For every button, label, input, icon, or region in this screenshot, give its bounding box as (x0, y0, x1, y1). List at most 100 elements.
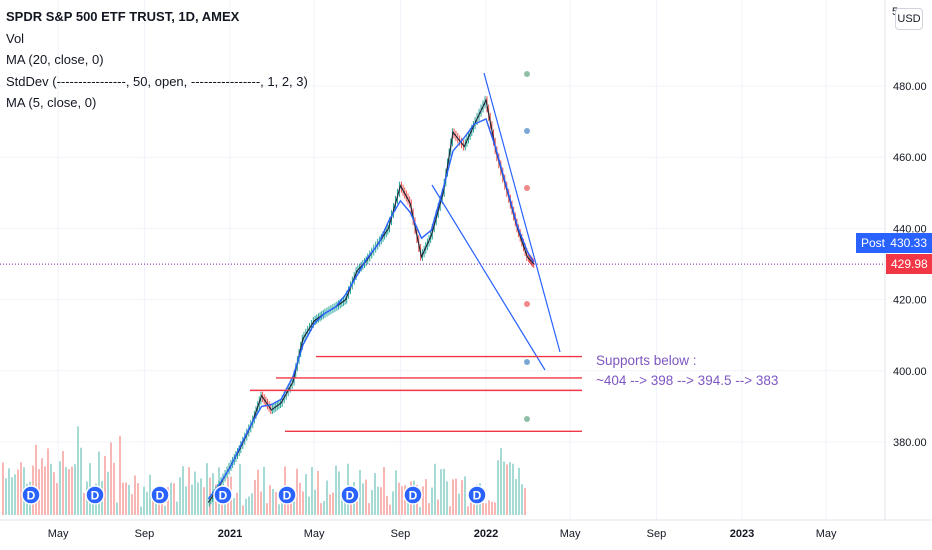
volume-bar (248, 496, 250, 515)
volume-bar (200, 478, 202, 515)
volume-bar (140, 506, 142, 515)
dividend-marker-label: D (27, 489, 36, 503)
volume-bar (59, 461, 61, 515)
volume-bar (158, 503, 160, 515)
volume-bar (443, 468, 445, 515)
support-annotation-line2: ~404 --> 398 --> 394.5 --> 383 (596, 373, 778, 388)
legend-ma20[interactable]: MA (20, close, 0) (6, 52, 104, 67)
volume-bar (98, 451, 100, 515)
volume-bar (41, 458, 43, 515)
volume-bar (338, 471, 340, 515)
volume-bar (71, 466, 73, 515)
x-tick-label: May (560, 528, 581, 540)
volume-bar (236, 492, 238, 515)
volume-bar (368, 503, 370, 515)
dividend-marker-label: D (91, 489, 100, 503)
volume-bar (470, 501, 472, 515)
y-tick-label: 400.00 (893, 366, 927, 378)
volume-bar (395, 470, 397, 515)
volume-bar (509, 462, 511, 515)
y-tick-label: 480.00 (893, 81, 927, 93)
volume-bar (278, 504, 280, 515)
volume-bar (386, 495, 388, 515)
volume-bar (488, 500, 490, 515)
post-value: 430.33 (890, 236, 927, 250)
dividend-marker (277, 485, 297, 505)
volume-bar (176, 501, 178, 515)
currency-button[interactable]: USD (895, 8, 923, 30)
volume-bar (77, 426, 79, 515)
stddev-dot (524, 301, 530, 307)
volume-bar (374, 473, 376, 515)
volume-bar (428, 503, 430, 515)
volume-bar (203, 487, 205, 515)
volume-bar (299, 482, 301, 515)
volume-bar (485, 503, 487, 515)
x-tick-label: Sep (135, 528, 155, 540)
volume-bar (308, 496, 310, 515)
volume-bar (359, 469, 361, 515)
volume-bar (104, 456, 106, 515)
volume-bar (50, 463, 52, 515)
volume-bar (5, 478, 7, 515)
wedge-line (431, 184, 546, 371)
stddev-dot (524, 416, 530, 422)
legend-volume[interactable]: Vol (6, 30, 25, 46)
volume-bar (437, 499, 439, 515)
volume-bar (128, 484, 130, 515)
volume-bar (524, 488, 526, 515)
volume-bar (305, 474, 307, 515)
x-tick-label: 2022 (474, 528, 498, 540)
volume-bar (356, 501, 358, 515)
volume-bar (452, 479, 454, 515)
price-series (207, 96, 535, 507)
volume-bar (506, 464, 508, 515)
volume-bar (269, 485, 271, 515)
volume-bar (317, 470, 319, 515)
x-tick-label: 2021 (218, 528, 242, 540)
x-tick-label: May (48, 528, 69, 540)
volume-bar (221, 504, 223, 515)
volume-bar (275, 492, 277, 515)
volume-bar (263, 466, 265, 515)
volume-bar (113, 462, 115, 515)
legend-title[interactable]: SPDR S&P 500 ETF TRUST, 1D, AMEX (6, 9, 240, 24)
volume-bar (320, 503, 322, 515)
x-tick-label: Sep (391, 528, 411, 540)
volume-bar (365, 479, 367, 515)
volume-bar (257, 469, 259, 515)
volume-bar (242, 505, 244, 515)
dividend-marker-label: D (409, 489, 418, 503)
volume-bar (143, 486, 145, 515)
volume-bar (191, 484, 193, 515)
volume-bar (512, 463, 514, 515)
stddev-dot (524, 185, 530, 191)
volume-bar (332, 492, 334, 515)
volume-bar (293, 501, 295, 515)
volume-bar (125, 482, 127, 515)
volume-bar (491, 501, 493, 515)
volume-bar (83, 492, 85, 515)
volume-bar (68, 469, 70, 515)
volume-bar (74, 464, 76, 515)
volume-bar (329, 494, 331, 515)
volume-bar (116, 502, 118, 515)
volume-bar (494, 502, 496, 515)
volume-bar (326, 480, 328, 515)
volume-bar (197, 482, 199, 515)
stddev-dots (524, 71, 530, 422)
volume-bar (422, 486, 424, 515)
volume-bar (44, 466, 46, 515)
stddev-dot (524, 128, 530, 134)
downtrend-line (483, 72, 561, 353)
volume-bar (500, 448, 502, 515)
legend-stddev[interactable]: StdDev (----------------, 50, open, ----… (6, 73, 308, 89)
dividend-marker (403, 485, 423, 505)
volume-bar (401, 486, 403, 515)
legend-ma5[interactable]: MA (5, close, 0) (6, 95, 97, 110)
x-tick-label: May (304, 528, 325, 540)
grid (0, 0, 885, 520)
